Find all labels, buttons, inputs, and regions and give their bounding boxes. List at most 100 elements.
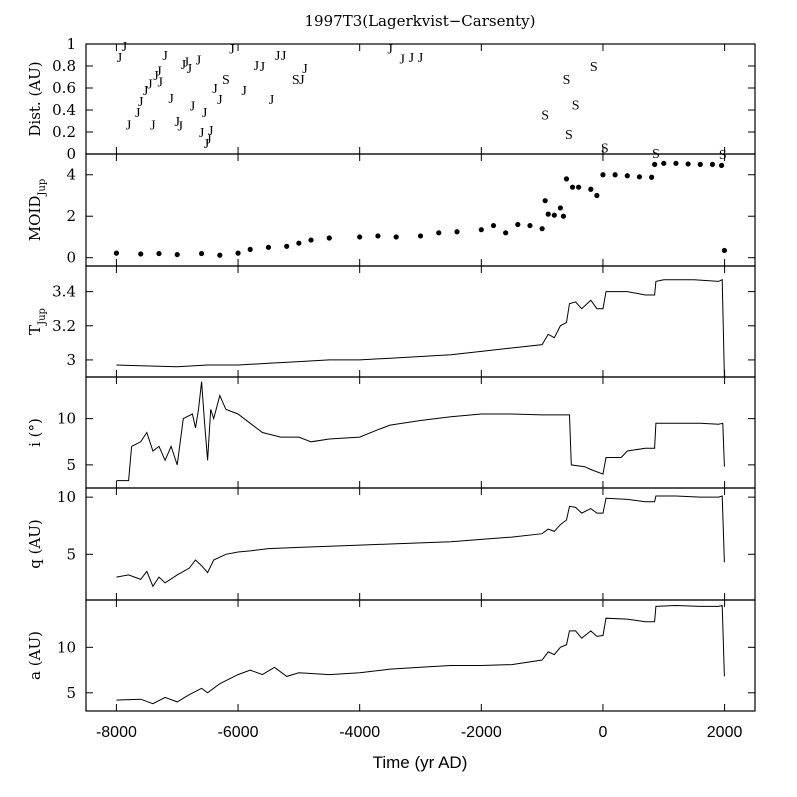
y-tick-label: 5 xyxy=(66,684,76,702)
y-axis-title: q (AU) xyxy=(26,519,44,569)
moid-point xyxy=(375,233,381,239)
y-tick-label: 10 xyxy=(57,488,76,506)
moid-point xyxy=(649,174,655,180)
y-tick-label: 0.4 xyxy=(52,101,76,119)
x-tick-label: -8000 xyxy=(96,724,137,741)
encounter-marker: J xyxy=(168,92,174,107)
moid-point xyxy=(545,211,551,217)
moid-point xyxy=(636,174,643,180)
encounter-marker: J xyxy=(153,69,159,84)
encounter-marker: S xyxy=(719,148,727,163)
moid-point xyxy=(527,222,533,229)
moid-point xyxy=(685,161,691,167)
y-tick-label: 10 xyxy=(57,410,76,428)
encounter-marker: S xyxy=(222,73,230,88)
moid-point xyxy=(247,246,253,253)
panel-3: 5 10 i (°) xyxy=(26,376,756,489)
moid-point xyxy=(296,240,302,246)
encounter-marker: J xyxy=(117,51,123,66)
y-tick-label: 4 xyxy=(66,166,76,184)
y-tick-label: 2 xyxy=(66,207,76,225)
x-axis: -8000 -6000 -4000 -2000 0 2000 xyxy=(96,724,743,741)
panel-1: 0 2 4 MOIDJup xyxy=(26,153,756,267)
series-line xyxy=(116,604,725,705)
y-axis-title: Dist. (AU) xyxy=(26,61,44,136)
moid-point xyxy=(721,247,728,254)
encounter-marker: J xyxy=(178,119,184,134)
encounter-marker: J xyxy=(181,58,187,73)
y-axis-title-sub: Jup xyxy=(37,179,48,197)
encounter-marker: J xyxy=(202,106,208,121)
y-tick-label: 5 xyxy=(66,545,76,563)
series-line xyxy=(116,381,725,482)
moid-point xyxy=(612,172,618,178)
panel-frame xyxy=(85,487,756,601)
y-tick-label: 0 xyxy=(66,249,76,267)
encounter-marker: J xyxy=(409,51,415,66)
encounter-marker: J xyxy=(204,137,210,152)
moid-point xyxy=(673,160,679,166)
encounter-marker: J xyxy=(229,42,235,57)
panel-frame xyxy=(85,153,756,267)
encounter-marker: J xyxy=(122,40,128,55)
moid-point xyxy=(436,230,442,236)
encounter-marker: S xyxy=(563,73,571,88)
moid-point xyxy=(557,205,563,211)
moid-point xyxy=(576,184,582,190)
encounter-marker: J xyxy=(208,124,214,139)
moid-point xyxy=(113,250,120,256)
encounter-marker: J xyxy=(147,78,153,93)
moid-point xyxy=(265,244,272,250)
moid-point xyxy=(490,222,497,229)
encounter-marker: J xyxy=(281,49,287,64)
encounter-marker: J xyxy=(387,42,393,57)
moid-point xyxy=(217,252,223,258)
panel-frame xyxy=(85,376,756,489)
y-tick-label: 5 xyxy=(66,456,76,474)
moid-point xyxy=(709,161,716,167)
moid-point xyxy=(454,229,460,235)
y-tick-label: 3 xyxy=(66,351,76,369)
encounter-marker: S xyxy=(565,128,573,143)
encounter-marker: J xyxy=(217,93,223,108)
panel-frame xyxy=(85,599,756,712)
encounter-marker: J xyxy=(199,126,205,141)
moid-point xyxy=(661,160,667,166)
y-tick-label: 3.4 xyxy=(52,283,76,301)
y-tick-label: 3.2 xyxy=(52,317,76,335)
moid-point xyxy=(594,192,600,199)
panel-4: 5 10 q (AU) xyxy=(26,487,756,601)
encounter-marker: J xyxy=(254,59,260,74)
series-line xyxy=(116,278,725,378)
x-tick-label: -2000 xyxy=(461,724,502,741)
moid-point xyxy=(235,250,241,256)
moid-point xyxy=(357,234,363,240)
moid-point xyxy=(600,172,606,178)
series-line xyxy=(116,495,725,588)
encounter-marker: J xyxy=(150,118,156,133)
x-tick-label: 0 xyxy=(599,724,608,741)
encounter-marker: J xyxy=(143,84,149,99)
y-tick-label: 10 xyxy=(57,638,76,656)
encounter-marker: J xyxy=(187,62,193,77)
encounter-marker: J xyxy=(299,73,305,88)
moid-point xyxy=(478,227,484,233)
moid-point xyxy=(588,186,594,192)
moid-point xyxy=(284,243,290,249)
y-axis-title: i (°) xyxy=(26,418,44,447)
moid-point xyxy=(174,251,180,258)
y-axis-title: TJup xyxy=(26,308,48,335)
encounter-marker: J xyxy=(190,100,196,115)
encounter-marker: J xyxy=(196,53,202,68)
chart-title: 1997T3(Lagerkvist−Carsenty) xyxy=(305,12,536,30)
moid-point xyxy=(652,161,658,167)
panel-5: 5 10 a (AU) xyxy=(26,599,756,712)
moid-point xyxy=(308,237,314,243)
moid-point xyxy=(198,250,205,257)
encounter-marker: S xyxy=(590,60,598,75)
encounter-marker: J xyxy=(269,93,275,108)
encounter-marker: J xyxy=(126,118,132,133)
